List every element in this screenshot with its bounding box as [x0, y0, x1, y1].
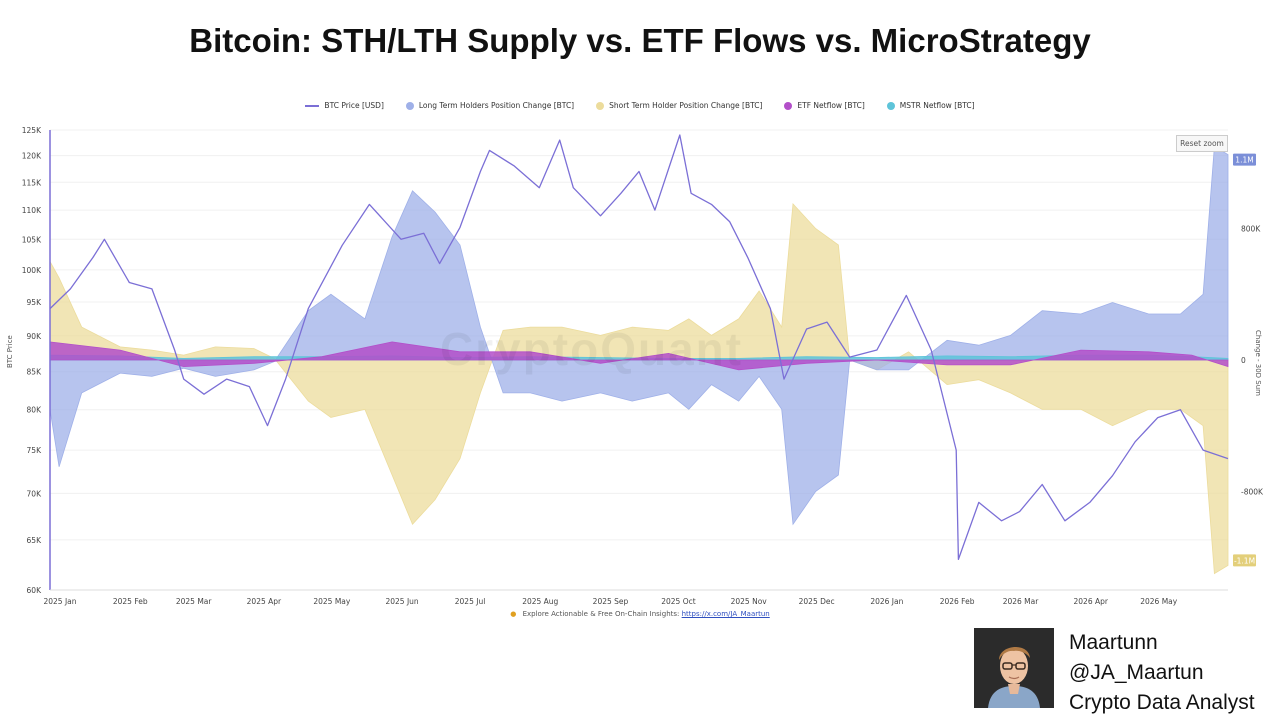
area-series-2	[49, 202, 1229, 575]
x-tick-label: 2026 May	[1140, 597, 1178, 606]
y-right-tick-label: 800K	[1241, 225, 1261, 234]
chart-footer: ● Explore Actionable & Free On-Chain Ins…	[0, 610, 1280, 618]
author-avatar	[974, 628, 1054, 708]
legend-item-etf[interactable]: ETF Netflow [BTC]	[784, 101, 865, 110]
y-left-tick-label: 60K	[27, 586, 43, 595]
legend-item-sth[interactable]: Short Term Holder Position Change [BTC]	[596, 101, 762, 110]
legend-label-sth: Short Term Holder Position Change [BTC]	[609, 101, 763, 110]
x-tick-label: 2025 Dec	[799, 597, 835, 606]
btc-price-line	[49, 134, 1229, 561]
author-name: Maartunn	[1069, 631, 1158, 654]
y-left-tick-label: 110K	[22, 206, 42, 215]
y-left-tick-label: 85K	[27, 368, 43, 377]
legend-swatch-btc-price	[305, 104, 320, 107]
y-left-tick-label: 70K	[27, 489, 43, 498]
chart-canvas: 125K 120K 115K 110K 105K 100K 95K 90K 85K 80K 75K 7…	[22, 126, 1264, 606]
y-right-tick-label: -800K	[1241, 487, 1264, 496]
author-role: Crypto Data Analyst	[1069, 691, 1255, 714]
x-tick-label: 2025 Oct	[661, 597, 695, 606]
x-tick-label: 2025 Feb	[113, 597, 148, 606]
y-left-tick-label: 75K	[27, 446, 43, 455]
x-tick-label: 2025 Jan	[43, 597, 76, 606]
legend-swatch-lth	[405, 101, 414, 110]
watermark: CryptoQuant	[440, 323, 744, 375]
x-tick-label: 2025 Aug	[522, 597, 558, 606]
y-left-tick-label: 105K	[22, 235, 42, 244]
y-axis-right-label: Change - 30D Sum	[1254, 330, 1262, 396]
author-handle: @JA_Maartun	[1069, 661, 1204, 684]
x-tick-label: 2025 Nov	[731, 597, 768, 606]
y-left-tick-label: 90K	[27, 332, 43, 341]
y-left-tick-label: 125K	[22, 126, 42, 135]
y-axis-left-label: BTC Price	[6, 335, 14, 368]
x-tick-label: 2025 Jul	[455, 597, 486, 606]
y-left-tick-label: 65K	[27, 536, 43, 545]
legend-label-etf: ETF Netflow [BTC]	[797, 101, 865, 110]
x-tick-label: 2026 Jan	[870, 597, 903, 606]
x-tick-label: 2025 Mar	[176, 597, 213, 606]
legend-item-btc-price[interactable]: BTC Price [USD]	[305, 101, 384, 110]
avatar-portrait-icon	[974, 628, 1054, 708]
axis-flag-label: 1.1M	[1235, 156, 1253, 165]
axis-flag	[1233, 554, 1256, 567]
x-tick-label: 2025 Sep	[593, 597, 629, 606]
y-left-tick-label: 80K	[27, 406, 43, 415]
axis-layer: 125K 120K 115K 110K 105K 100K 95K 90K 85K 80K 75K 7…	[22, 126, 1264, 606]
legend-item-lth[interactable]: Long Term Holders Position Change [BTC]	[405, 101, 575, 110]
area-series-1	[49, 145, 1229, 526]
bulb-icon: ●	[510, 610, 517, 618]
area-series-3	[49, 341, 1229, 371]
legend-label-btc-price: BTC Price [USD]	[324, 101, 384, 110]
x-tick-label: 2026 Mar	[1003, 597, 1040, 606]
legend-label-mstr: MSTR Netflow [BTC]	[899, 101, 975, 110]
y-left-tick-label: 100K	[22, 266, 42, 275]
y-left-tick-label: 120K	[22, 152, 42, 161]
chart-legend: BTC Price [USD] Long Term Holders Positi…	[0, 101, 1280, 110]
line-layer	[49, 134, 1229, 561]
x-tick-label: 2025 Jun	[385, 597, 418, 606]
x-tick-label: 2026 Apr	[1074, 597, 1109, 606]
legend-item-mstr[interactable]: MSTR Netflow [BTC]	[886, 101, 975, 110]
y-left-tick-label: 115K	[22, 178, 42, 187]
author-card: Maartunn @JA_Maartun Crypto Data Analyst	[974, 628, 1280, 720]
axis-flag	[1233, 153, 1256, 166]
x-tick-label: 2026 Feb	[940, 597, 975, 606]
reset-zoom-button[interactable]: Reset zoom	[1176, 135, 1228, 152]
legend-swatch-etf	[784, 101, 793, 110]
legend-swatch-mstr	[886, 101, 895, 110]
footer-link[interactable]: https://x.com/JA_Maartun	[681, 610, 770, 618]
x-tick-label: 2025 May	[313, 597, 351, 606]
x-tick-label: 2025 Apr	[247, 597, 282, 606]
y-left-tick-label: 95K	[27, 298, 43, 307]
legend-label-lth: Long Term Holders Position Change [BTC]	[418, 101, 575, 110]
y-right-tick-label: 0	[1241, 356, 1246, 365]
page-title: Bitcoin: STH/LTH Supply vs. ETF Flows vs…	[189, 22, 1091, 59]
footer-text: Explore Actionable & Free On-Chain Insig…	[522, 610, 680, 618]
author-info: Maartunn @JA_Maartun Crypto Data Analyst	[1069, 628, 1255, 718]
axis-flag-label: -1.1M	[1234, 556, 1255, 565]
legend-swatch-sth	[596, 101, 605, 110]
